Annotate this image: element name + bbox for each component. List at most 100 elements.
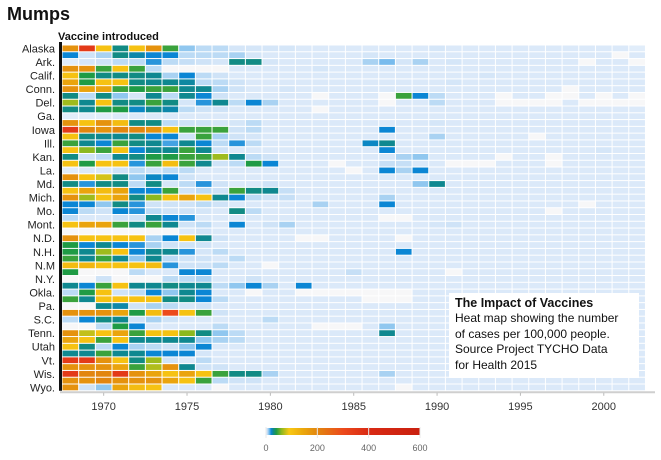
row-label: Tenn. [28, 328, 55, 340]
heatmap-cell [145, 160, 162, 167]
heatmap-cell [262, 248, 279, 255]
heatmap-cell [562, 181, 579, 187]
heatmap-cell [329, 194, 345, 201]
heatmap-cell [495, 65, 512, 72]
heatmap-cell [362, 255, 379, 262]
heatmap-cell [129, 147, 145, 153]
heatmap-cell [212, 323, 229, 330]
heatmap-cell [612, 133, 629, 140]
heatmap-cell [379, 181, 395, 187]
heatmap-cell [112, 255, 129, 262]
heatmap-cell [95, 242, 112, 248]
heatmap-cell [195, 86, 212, 92]
heatmap-cell [462, 59, 479, 65]
heatmap-cell [329, 140, 345, 147]
heatmap-cell [295, 194, 312, 201]
heatmap-cell [345, 282, 362, 289]
heatmap-cell [495, 377, 512, 384]
heatmap-cell [145, 296, 162, 303]
heatmap-cell [462, 201, 479, 208]
heatmap-cell [429, 174, 445, 181]
heatmap-cell [162, 228, 179, 235]
heatmap-cell [445, 140, 462, 147]
heatmap-cell [329, 208, 345, 214]
heatmap-cell [129, 357, 145, 364]
x-tick-label: 1990 [425, 401, 449, 413]
heatmap-cell [245, 215, 262, 221]
heatmap-cell [562, 153, 579, 160]
heatmap-cell [479, 201, 495, 208]
heatmap-cell [545, 248, 562, 255]
heatmap-cell [412, 59, 429, 65]
heatmap-cell [529, 248, 545, 255]
heatmap-cell [445, 201, 462, 208]
heatmap-cell [612, 153, 629, 160]
heatmap-cell [362, 65, 379, 72]
heatmap-cell [95, 187, 112, 194]
heatmap-cell [279, 343, 295, 350]
heatmap-cell [395, 350, 412, 357]
heatmap-cell [579, 133, 595, 140]
heatmap-cell [395, 113, 412, 120]
heatmap-cell [145, 282, 162, 289]
heatmap-cell [445, 113, 462, 120]
heatmap-cell [312, 113, 329, 120]
heatmap-cell [412, 330, 429, 337]
heatmap-cell [395, 167, 412, 174]
heatmap-cell [62, 201, 79, 208]
heatmap-cell [462, 86, 479, 92]
heatmap-cell [195, 343, 212, 350]
heatmap-cell [329, 296, 345, 303]
heatmap-cell [362, 235, 379, 242]
heatmap-cell [295, 343, 312, 350]
heatmap-cell [129, 262, 145, 269]
heatmap-cell [245, 323, 262, 330]
heatmap-cell [62, 316, 79, 323]
heatmap-cell [412, 316, 429, 323]
heatmap-cell [79, 248, 95, 255]
heatmap-cell [345, 316, 362, 323]
heatmap-cell [579, 248, 595, 255]
heatmap-cell [79, 153, 95, 160]
heatmap-cell [462, 65, 479, 72]
heatmap-cell [495, 147, 512, 153]
heatmap-cell [512, 167, 529, 174]
heatmap-cell [79, 113, 95, 120]
heatmap-cell [212, 316, 229, 323]
heatmap-cell [312, 289, 329, 296]
heatmap-cell [512, 140, 529, 147]
heatmap-cell [295, 323, 312, 330]
heatmap-cell [279, 181, 295, 187]
heatmap-cell [79, 296, 95, 303]
x-tick-label: 1985 [341, 401, 365, 413]
heatmap-cell [295, 228, 312, 235]
heatmap-cell [295, 330, 312, 337]
heatmap-cell [445, 106, 462, 113]
heatmap-cell [445, 126, 462, 133]
heatmap-cell [229, 65, 245, 72]
heatmap-cell [162, 248, 179, 255]
heatmap-cell [62, 248, 79, 255]
heatmap-cell [462, 187, 479, 194]
heatmap-cell [495, 384, 512, 391]
heatmap-cell [79, 181, 95, 187]
heatmap-cell [62, 262, 79, 269]
heatmap-cell [395, 316, 412, 323]
heatmap-cell [279, 384, 295, 391]
heatmap-cell [312, 140, 329, 147]
heatmap-cell [362, 343, 379, 350]
heatmap-cell [129, 59, 145, 65]
heatmap-cell [345, 59, 362, 65]
heatmap-cell [579, 235, 595, 242]
heatmap-cell [362, 52, 379, 59]
heatmap-cell [445, 181, 462, 187]
heatmap-cell [245, 45, 262, 52]
heatmap-cell [229, 92, 245, 99]
heatmap-cell [379, 276, 395, 282]
heatmap-cell [212, 248, 229, 255]
heatmap-cell [295, 303, 312, 309]
heatmap-cell [345, 384, 362, 391]
heatmap-cell [445, 153, 462, 160]
heatmap-cell [229, 167, 245, 174]
row-label: Pa. [38, 301, 55, 313]
